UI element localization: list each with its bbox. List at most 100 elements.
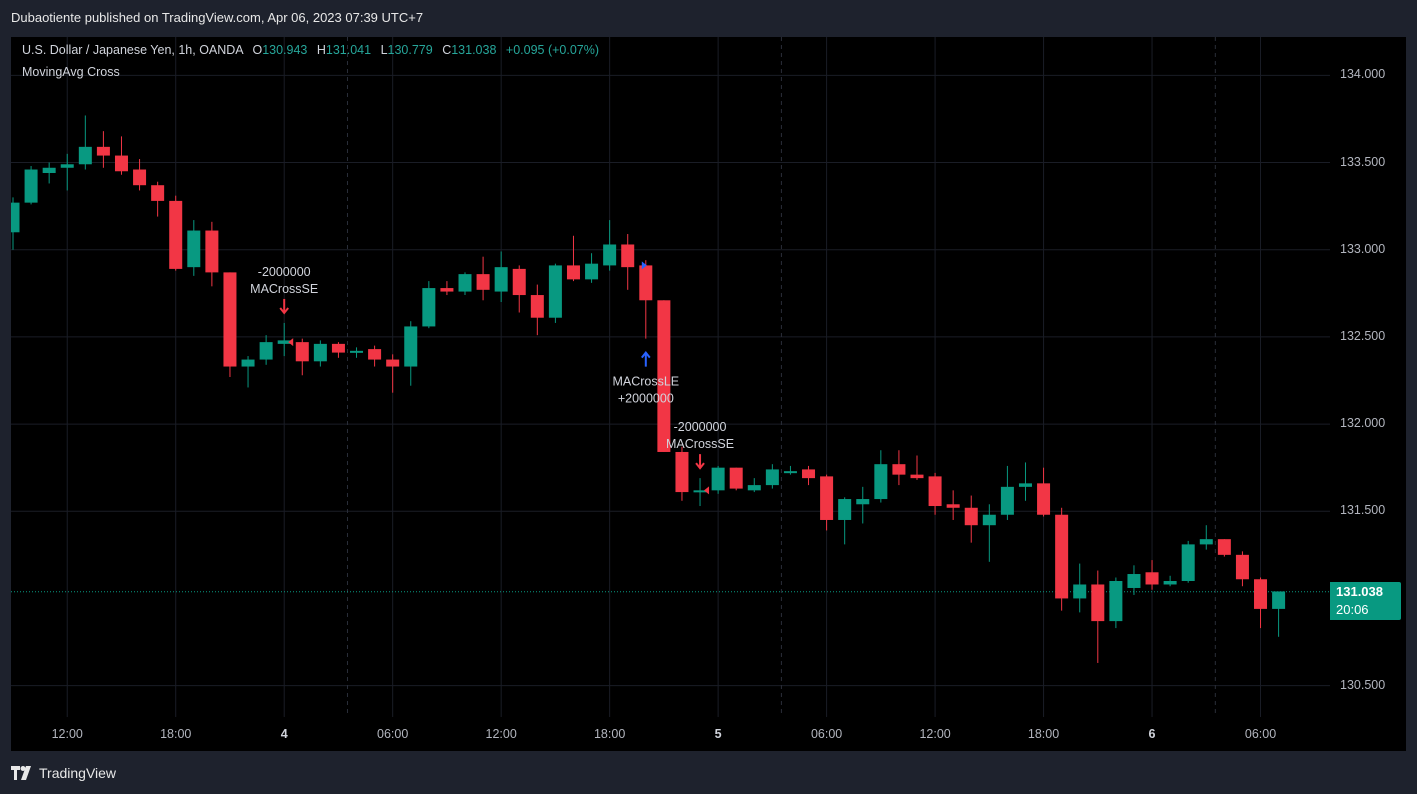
chart-pane[interactable]: -2000000 MACrossSE MACrossLE +2000000 -20000… [11,37,1330,717]
tradingview-logo[interactable]: TradingView [11,765,116,781]
price-tick-label: 130.500 [1340,677,1386,692]
candle-body [259,342,273,360]
close-value: 131.038 [451,43,497,57]
short-entry-marker [704,486,710,495]
top-bar: Dubaotiente published on TradingView.com… [0,0,1417,36]
candle-body [476,274,490,290]
candle-body [1000,486,1014,515]
candle-body [151,185,165,201]
signal-label: MACrossSE [250,282,318,296]
last-price-badge: 131.038 20:06 [1330,581,1401,620]
candle-body [205,230,219,273]
short-entry-marker [288,338,294,347]
candle-body [964,507,978,526]
signal-label: MACrossLE [612,375,679,389]
candle-body [512,268,526,296]
candle-body [78,146,92,165]
time-tick-label: 12:00 [919,727,951,741]
candle-body [1199,539,1213,545]
candle-body [295,342,309,362]
candle-body [440,288,454,292]
candle-body [1073,584,1087,599]
candle-body [187,230,201,268]
price-tick-label: 133.000 [1340,241,1386,256]
candle-body [494,267,508,292]
candle-body [603,244,617,266]
candle-body [639,265,653,301]
short-signal-arrowhead [695,462,705,470]
signal-label: MACrossSE [666,437,734,451]
candle-body [783,471,797,474]
candle-body [928,476,942,507]
candle-body [350,350,364,353]
time-tick-label: 18:00 [1027,727,1060,741]
candle-body [1145,572,1159,585]
low-value: 130.779 [387,43,433,57]
candle-body [1272,591,1286,609]
time-tick-label: 6 [1148,727,1156,741]
candle-body [1018,483,1032,487]
long-signal-arrowhead [641,351,651,359]
candle-body [765,469,779,486]
candle-body [223,272,237,367]
change-value: +0.095 (+0.07%) [505,43,600,57]
high-value: 131.041 [325,43,372,57]
candle-body [1254,579,1268,609]
candle-body [60,164,74,168]
candle-body [331,343,345,353]
long-entry-marker [641,261,647,270]
candle-body [548,265,562,318]
candle-body [982,514,996,526]
candle-body [11,202,20,233]
candle-body [24,169,38,203]
time-tick-label: 06:00 [1244,727,1277,741]
candle-body [313,343,327,362]
last-price-value: 131.038 [1336,583,1383,599]
time-tick-label: 12:00 [51,727,83,741]
price-tick-label: 132.000 [1340,416,1386,431]
price-scale[interactable]: 131.038 20:06 134.000 133.500 133.000 132.5… [1330,37,1406,717]
candle-body [114,155,128,172]
time-tick-label: 18:00 [593,727,626,741]
candle-body [747,485,761,491]
candle-body [621,244,635,268]
candle-body [711,467,725,491]
time-tick-label: 18:00 [160,727,192,741]
time-tick-label: 06:00 [810,727,843,741]
time-axis[interactable]: 12:00 18:00 4 06:00 12:00 18:00 5 06:00 12:00 18:… [11,717,1406,751]
time-tick-label: 4 [280,727,288,741]
symbol-legend[interactable]: U.S. Dollar / Japanese Yen, 1h, OANDA O1… [22,43,599,57]
candle-body [530,295,544,318]
tradingview-logo-icon [11,766,31,780]
candle-body [1055,514,1069,599]
candle-body [693,490,707,493]
candle-body [42,167,56,173]
open-value: 130.943 [262,43,308,57]
signal-qty: -2000000 [258,265,311,279]
price-chart[interactable]: -2000000MACrossSEMACrossLE+2000000-20000… [11,37,1330,717]
tradingview-brand: TradingView [39,765,117,781]
candle-body [1109,581,1123,622]
candle-body [1037,483,1051,515]
publisher-text: Dubaotiente published on TradingView.com… [11,10,424,25]
indicator-legend[interactable]: MovingAvg Cross [22,65,120,79]
price-tick-label: 134.000 [1340,67,1386,82]
candle-body [585,263,599,280]
short-signal-arrowhead [279,307,289,315]
signal-qty: +2000000 [618,392,674,406]
candle-body [422,288,436,327]
price-tick-label: 131.500 [1340,503,1386,518]
low-label: L [380,43,388,57]
bottom-bar: TradingView [0,752,1417,794]
time-tick-label: 5 [714,727,722,741]
candle-body [856,499,870,505]
time-tick-label: 12:00 [485,727,517,741]
candle-body [657,300,671,452]
signal-qty: -2000000 [674,420,727,434]
candle-body [96,146,110,156]
symbol-name[interactable]: U.S. Dollar / Japanese Yen, 1h, OANDA [22,43,243,57]
price-tick-label: 132.500 [1340,328,1386,343]
candle-body [1091,584,1105,622]
candle-body [386,359,400,367]
price-tick-label: 133.500 [1340,154,1386,169]
